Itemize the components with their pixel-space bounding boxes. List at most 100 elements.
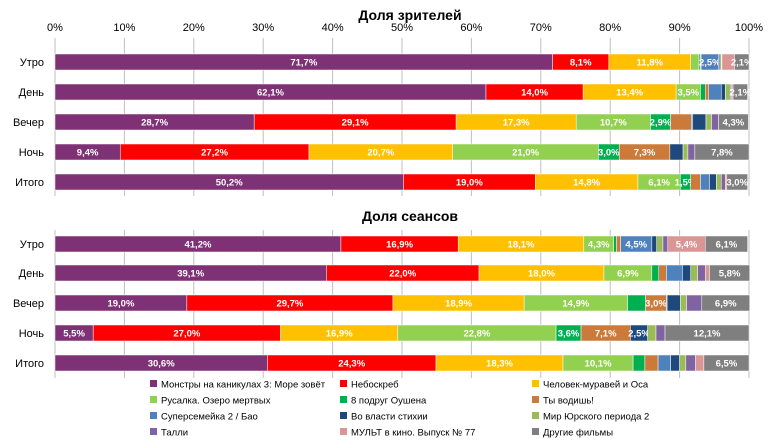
- data-label: 10,1%: [585, 359, 612, 370]
- bar-segment: [662, 235, 669, 253]
- data-label: 7,3%: [634, 148, 656, 159]
- legend-label: Талли: [161, 428, 188, 439]
- data-label: 30,6%: [148, 359, 175, 370]
- data-label: 2,1%: [729, 88, 751, 99]
- bar-segment: [726, 173, 748, 191]
- bar-segment: [679, 354, 687, 372]
- data-label: 4,3%: [723, 118, 745, 129]
- bar-segment: [682, 143, 689, 161]
- category-label: Вечер: [13, 298, 44, 310]
- bar-segment: [655, 324, 666, 342]
- bar-segment: [720, 173, 726, 191]
- bar-segment: [666, 264, 683, 282]
- data-label: 1,5%: [675, 178, 697, 189]
- data-label: 71,7%: [290, 58, 317, 69]
- legend-label: 8 подруг Оушена: [351, 396, 427, 407]
- x-tick-label: 60%: [460, 22, 482, 34]
- bar-segment: [616, 235, 621, 253]
- category-label: Итого: [15, 177, 44, 189]
- data-label: 14,9%: [562, 299, 589, 310]
- data-label: 3,5%: [677, 88, 699, 99]
- data-label: 39,1%: [177, 269, 204, 280]
- bar-segment: [669, 143, 684, 161]
- data-label: 3,0%: [598, 148, 620, 159]
- data-label: 27,2%: [201, 148, 228, 159]
- legend-label: Мир Юрского периода 2: [543, 412, 649, 423]
- bar-segment: [709, 264, 750, 282]
- data-label: 22,8%: [463, 329, 490, 340]
- data-label: 7,8%: [711, 148, 733, 159]
- data-label: 16,9%: [326, 329, 353, 340]
- data-label: 62,1%: [257, 88, 284, 99]
- data-label: 2,9%: [650, 118, 672, 129]
- data-label: 29,1%: [342, 118, 369, 129]
- legend-swatch: [532, 396, 539, 403]
- data-label: 50,2%: [216, 178, 243, 189]
- x-tick-label: 30%: [252, 22, 274, 34]
- category-label: Ночь: [19, 328, 45, 340]
- bar-segment: [716, 173, 722, 191]
- data-label: 6,1%: [716, 240, 738, 251]
- data-label: 5,5%: [63, 329, 85, 340]
- data-label: 18,0%: [528, 269, 555, 280]
- bar-segment: [685, 354, 696, 372]
- category-label: Вечер: [13, 117, 44, 129]
- bar-segment: [700, 83, 706, 101]
- bar-segment: [657, 354, 671, 372]
- legend-swatch: [150, 412, 157, 419]
- category-label: День: [19, 87, 45, 99]
- x-tick-label: 80%: [599, 22, 621, 34]
- bar-segment: [732, 83, 748, 101]
- data-label: 6,1%: [648, 178, 670, 189]
- bar-segment: [690, 53, 700, 71]
- chart-title: Доля зрителей: [358, 7, 461, 23]
- legend-swatch: [150, 396, 157, 403]
- x-tick-label: 100%: [735, 22, 763, 34]
- data-label: 4,3%: [588, 240, 610, 251]
- data-label: 12,1%: [694, 329, 721, 340]
- data-label: 14,8%: [573, 178, 600, 189]
- bar-segment: [644, 354, 659, 372]
- data-label: 18,9%: [445, 299, 472, 310]
- x-tick-label: 0%: [47, 22, 63, 34]
- data-label: 5,4%: [676, 240, 698, 251]
- data-label: 6,9%: [617, 269, 639, 280]
- data-label: 27,0%: [173, 329, 200, 340]
- category-label: Утро: [20, 57, 44, 69]
- bar-segment: [695, 354, 705, 372]
- data-label: 16,9%: [386, 240, 413, 251]
- bar-segment: [651, 235, 657, 253]
- legend-label: Во власти стихии: [351, 412, 428, 423]
- bar-segment: [666, 294, 681, 312]
- bar-segment: [705, 113, 712, 131]
- chart-title: Доля сеансов: [362, 208, 458, 224]
- legend-swatch: [150, 428, 157, 435]
- legend-swatch: [150, 380, 157, 387]
- bar-segment: [705, 235, 748, 253]
- bar-segment: [627, 294, 646, 312]
- x-tick-label: 10%: [113, 22, 135, 34]
- bar-segment: [658, 264, 667, 282]
- data-label: 11,8%: [637, 58, 664, 69]
- bar-segment: [687, 143, 696, 161]
- bar-segment: [680, 294, 687, 312]
- legend-swatch: [340, 396, 347, 403]
- legend-label: Монстры на каникулах 3: Море зовёт: [161, 380, 326, 391]
- bar-segment: [708, 83, 722, 101]
- legend-label: Русалка. Озеро мертвых: [161, 396, 271, 407]
- x-tick-label: 70%: [530, 22, 552, 34]
- data-label: 9,4%: [77, 148, 99, 159]
- bar-segment: [613, 235, 617, 253]
- x-tick-label: 20%: [183, 22, 205, 34]
- data-label: 5,8%: [719, 269, 741, 280]
- data-label: 7,1%: [595, 329, 617, 340]
- legend-label: Суперсемейка 2 / Бао: [161, 412, 258, 423]
- bar-segment: [694, 143, 750, 161]
- legend-swatch: [340, 412, 347, 419]
- data-label: 29,7%: [276, 299, 303, 310]
- data-label: 3,6%: [558, 329, 580, 340]
- legend-swatch: [532, 412, 539, 419]
- data-label: 20,7%: [367, 148, 394, 159]
